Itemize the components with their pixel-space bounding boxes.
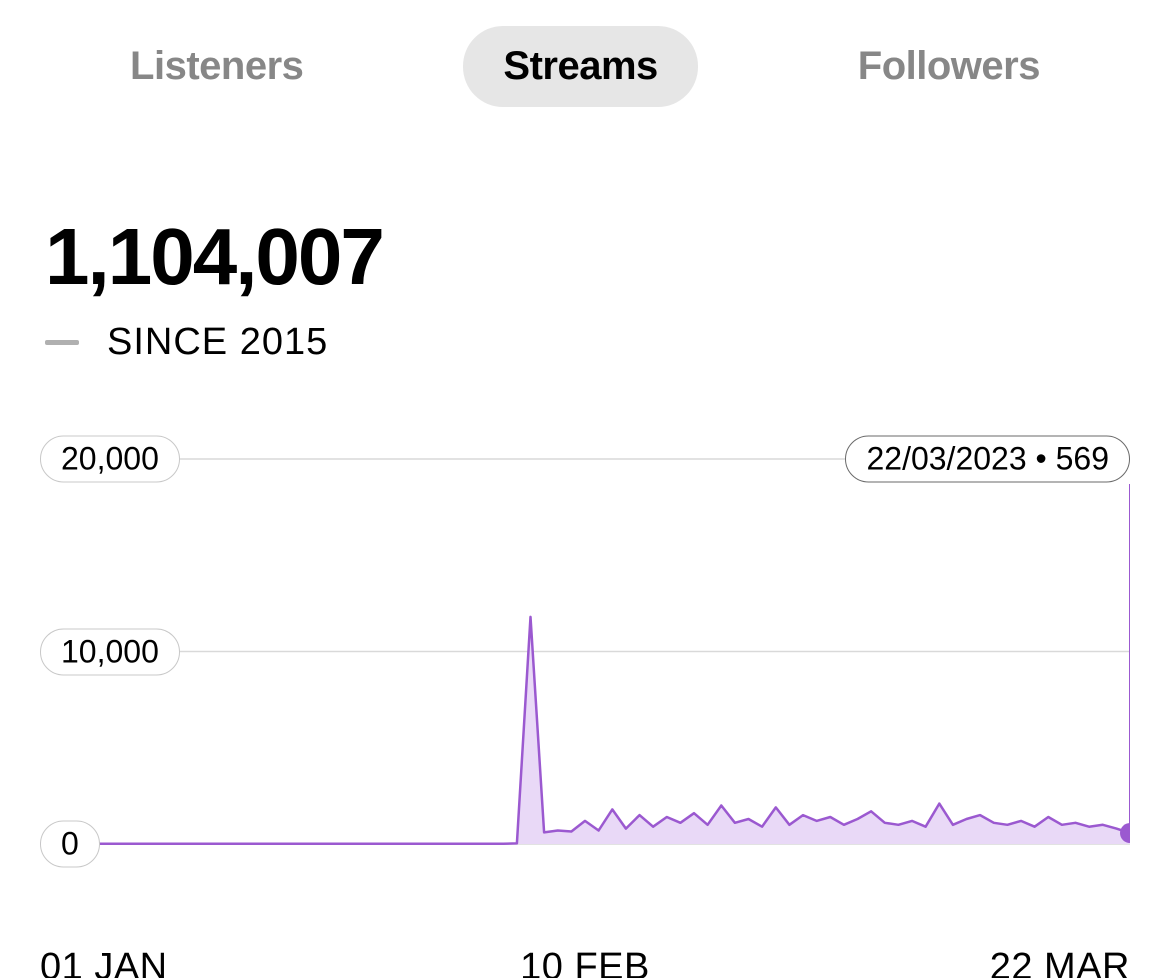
y-tick-label: 0 <box>40 821 100 868</box>
tab-streams[interactable]: Streams <box>463 26 697 107</box>
headline-block: 1,104,007 SINCE 2015 <box>45 217 1170 364</box>
tab-listeners[interactable]: Listeners <box>90 26 343 107</box>
streams-chart[interactable]: 0 10,000 20,000 22/03/2023 • 569 <box>40 434 1130 934</box>
chart-svg <box>40 434 1130 934</box>
tabs-bar: Listeners Streams Followers <box>0 0 1170 107</box>
x-tick-label: 10 FEB <box>520 946 650 978</box>
total-streams: 1,104,007 <box>45 217 1170 297</box>
x-tick-label: 01 JAN <box>40 946 168 978</box>
y-tick-label: 20,000 <box>40 436 180 483</box>
x-tick-label: 22 MAR <box>990 946 1130 978</box>
chart-callout: 22/03/2023 • 569 <box>845 436 1130 483</box>
since-label: SINCE 2015 <box>107 321 328 364</box>
dash-icon <box>45 340 79 345</box>
x-axis-labels: 01 JAN 10 FEB 22 MAR <box>40 946 1130 978</box>
y-tick-label: 10,000 <box>40 628 180 675</box>
tab-followers[interactable]: Followers <box>818 26 1080 107</box>
since-row: SINCE 2015 <box>45 321 1170 364</box>
